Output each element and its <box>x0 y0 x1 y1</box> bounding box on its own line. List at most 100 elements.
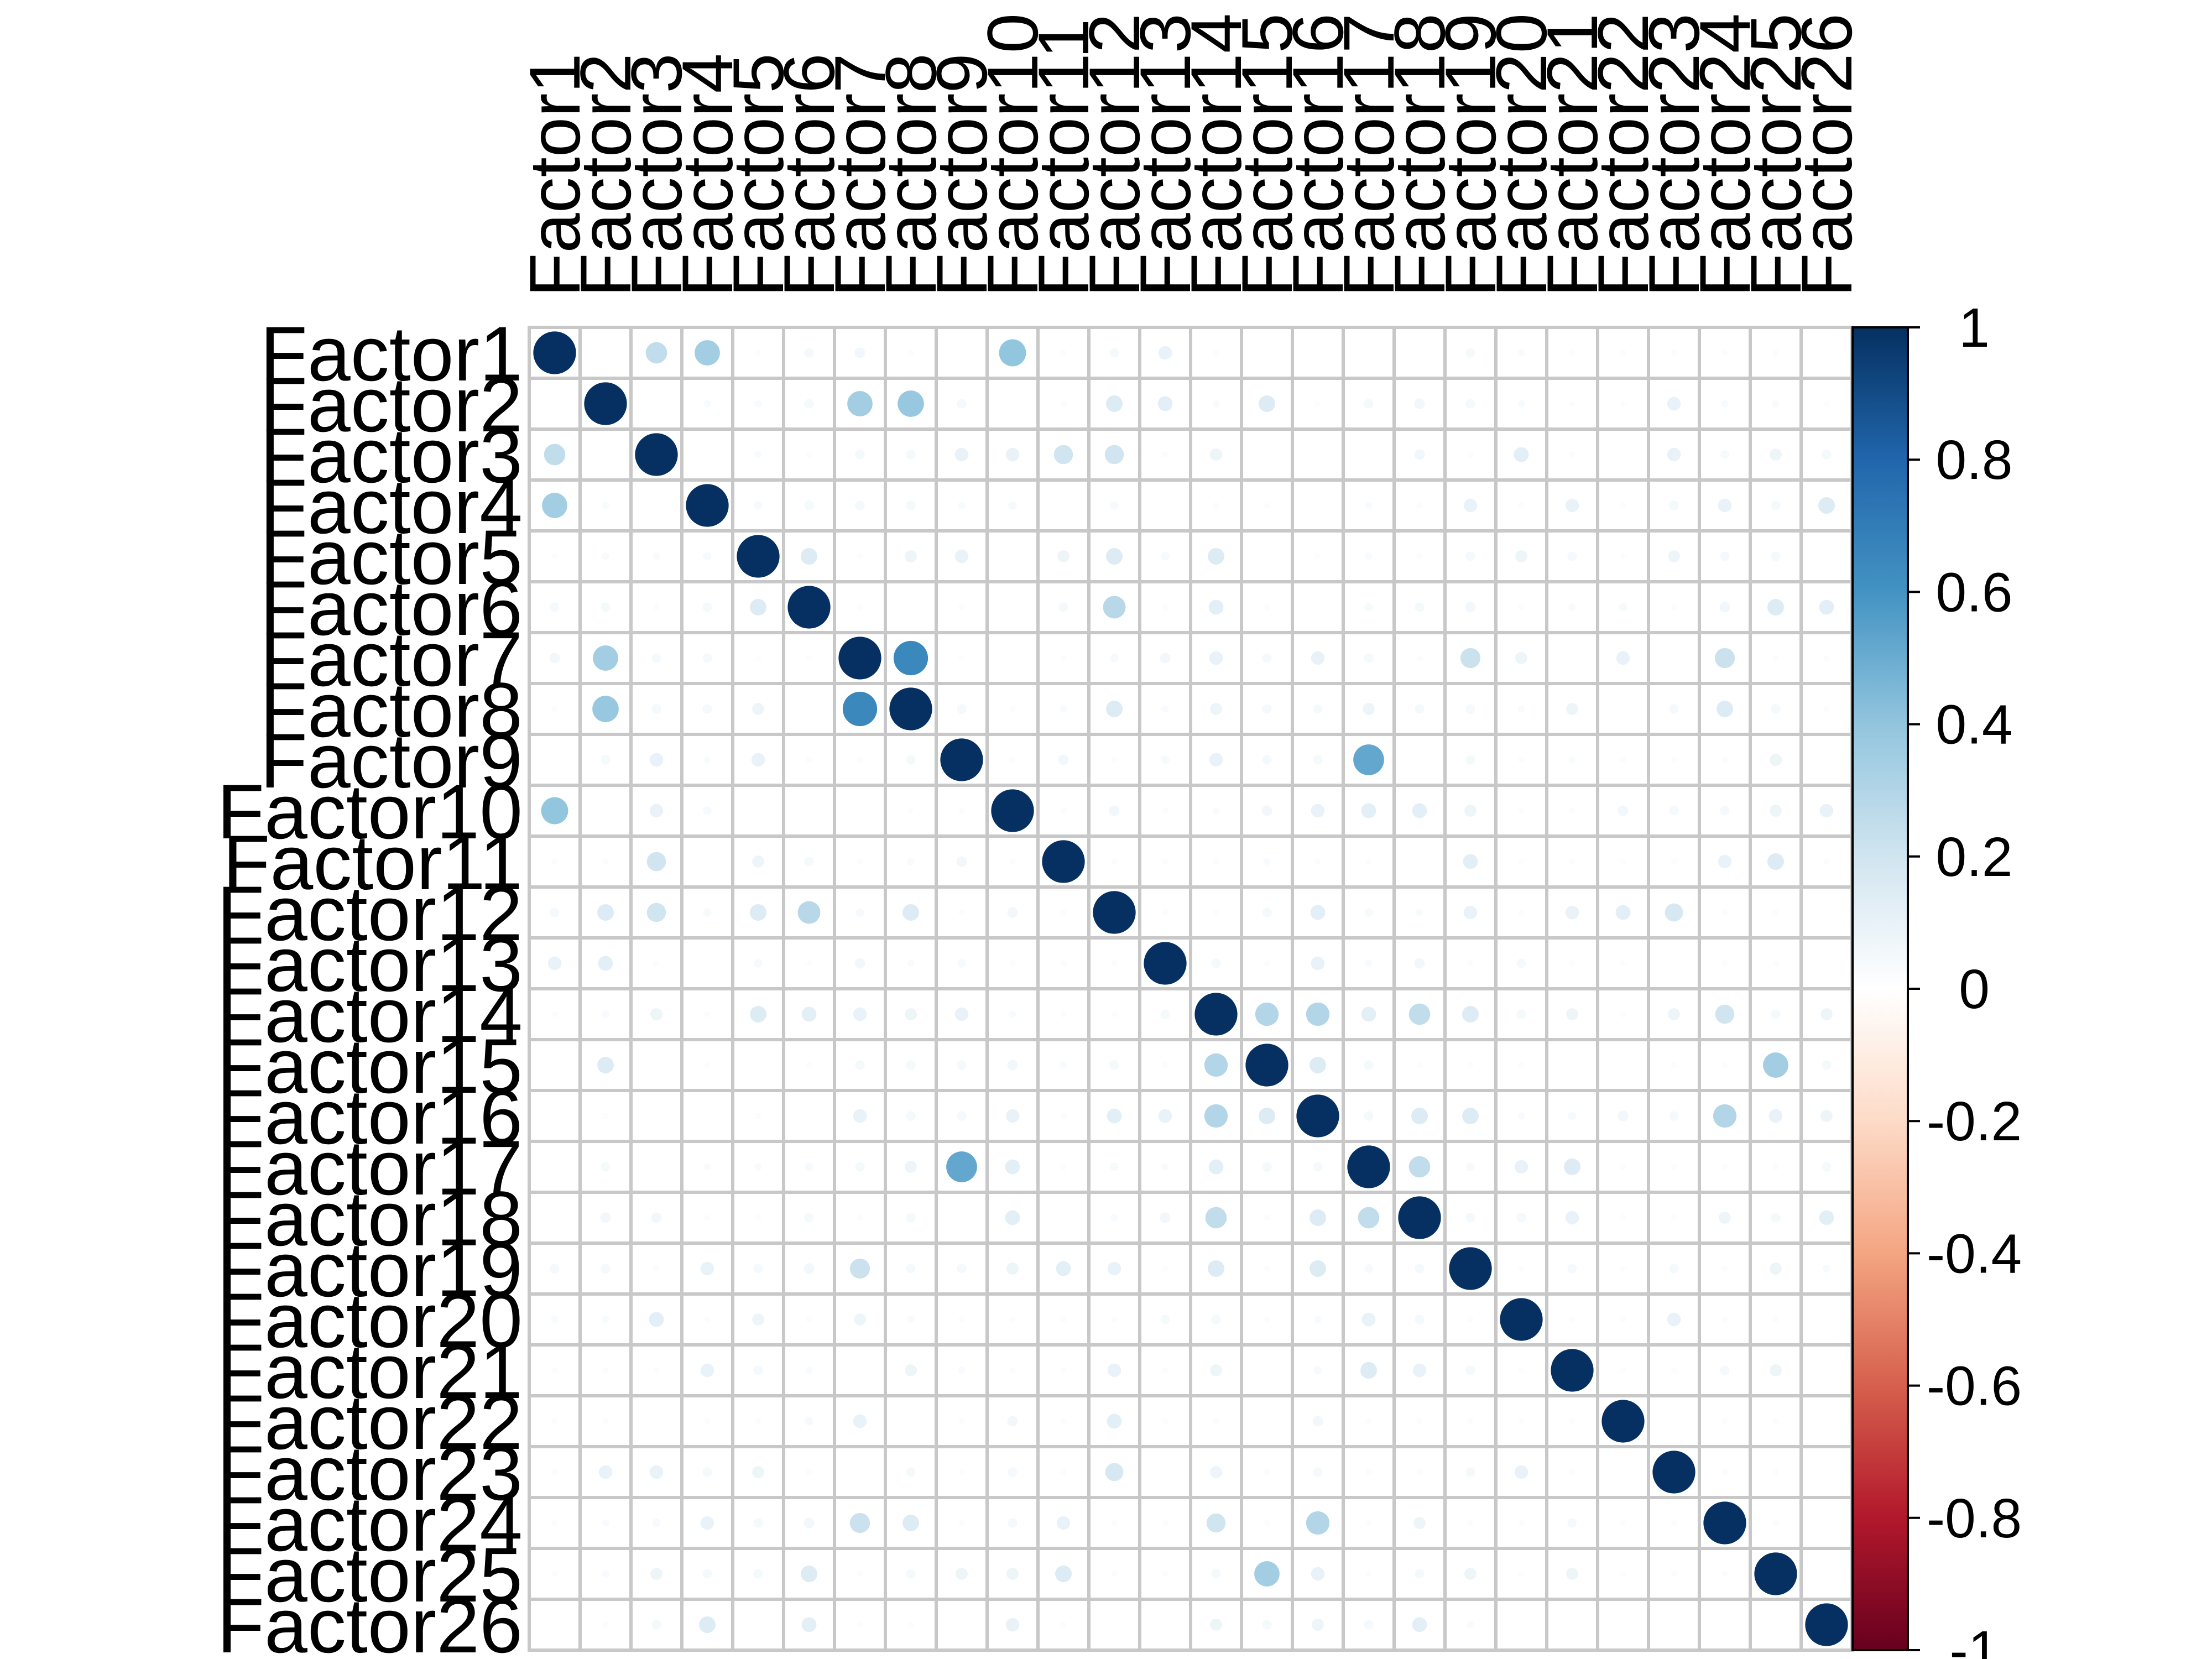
row-label: Factor5 <box>260 514 523 601</box>
correlation-circle <box>1009 1010 1016 1018</box>
correlation-circle <box>703 806 712 815</box>
correlation-circle <box>906 1060 916 1070</box>
correlation-circle <box>1567 1264 1577 1274</box>
matrix-cell <box>1596 682 1650 736</box>
correlation-circle <box>1516 958 1526 968</box>
matrix-cell <box>1698 1598 1752 1652</box>
correlation-circle <box>755 1418 761 1425</box>
matrix-cell <box>1647 326 1701 380</box>
correlation-circle <box>702 602 712 612</box>
correlation-circle <box>1671 757 1677 763</box>
correlation-circle <box>957 959 966 968</box>
correlation-circle <box>1568 603 1576 611</box>
correlation-circle <box>533 331 576 374</box>
matrix-cell <box>1545 1598 1599 1652</box>
correlation-circle <box>1005 1159 1020 1175</box>
correlation-circle <box>1162 909 1168 916</box>
correlation-circle <box>1518 1520 1525 1526</box>
correlation-circle <box>1620 400 1626 407</box>
correlation-circle <box>1414 958 1425 969</box>
matrix-cell <box>629 377 684 431</box>
correlation-circle <box>1204 1053 1228 1077</box>
column-label: Factor18 <box>1379 13 1460 297</box>
correlation-circle <box>1213 1418 1219 1425</box>
correlation-circle <box>1518 1418 1525 1425</box>
correlation-circle <box>1009 1316 1016 1323</box>
matrix-cell <box>1138 478 1192 533</box>
correlation-circle <box>954 549 969 564</box>
correlation-circle <box>1361 1006 1376 1022</box>
correlation-circle <box>551 1011 558 1018</box>
matrix-cell <box>935 326 989 380</box>
correlation-circle <box>703 400 711 408</box>
column-label: Factor1 <box>514 53 595 297</box>
correlation-circle <box>1056 1261 1071 1276</box>
correlation-circle <box>1314 858 1321 865</box>
correlation-circle <box>1767 599 1784 615</box>
correlation-circle <box>1652 1451 1695 1494</box>
correlation-circle <box>602 552 609 560</box>
correlation-circle <box>907 858 915 865</box>
column-label: Factor8 <box>870 53 951 297</box>
correlation-circle <box>1413 1517 1426 1529</box>
correlation-circle <box>954 1007 969 1021</box>
correlation-circle <box>551 1418 558 1425</box>
correlation-circle <box>1009 858 1016 865</box>
matrix-cell <box>1342 529 1396 583</box>
correlation-circle <box>1462 1006 1479 1022</box>
matrix-cell <box>1799 936 1854 990</box>
correlation-circle <box>804 1263 815 1274</box>
correlation-circle <box>958 909 965 916</box>
correlation-circle <box>1721 1164 1728 1170</box>
correlation-circle <box>592 696 619 722</box>
correlation-circle <box>957 1060 967 1070</box>
matrix-cell <box>1647 1394 1701 1448</box>
row-label: Factor15 <box>217 1022 523 1109</box>
correlation-circle <box>857 757 863 763</box>
matrix-cell <box>629 1089 684 1143</box>
column-label: Factor21 <box>1532 13 1613 297</box>
correlation-circle <box>805 1366 813 1374</box>
matrix-cell <box>1291 580 1345 634</box>
correlation-circle <box>1162 604 1168 611</box>
correlation-circle <box>1819 1210 1834 1225</box>
correlation-circle <box>602 858 609 865</box>
correlation-circle <box>907 1621 914 1628</box>
correlation-circle <box>907 1316 915 1323</box>
matrix-cell <box>1799 1445 1854 1499</box>
column-label: Factor16 <box>1277 13 1358 297</box>
correlation-circle <box>1314 400 1321 407</box>
correlation-circle <box>1415 704 1425 714</box>
correlation-circle <box>1721 960 1728 967</box>
correlation-circle <box>958 1520 965 1526</box>
correlation-circle <box>1111 757 1118 763</box>
correlation-circle <box>999 339 1026 367</box>
correlation-circle <box>806 757 812 763</box>
correlation-circle <box>907 959 915 967</box>
correlation-circle <box>801 548 817 565</box>
correlation-circle <box>1720 1365 1730 1375</box>
correlation-circle <box>1671 604 1677 611</box>
correlation-circle <box>602 1621 609 1628</box>
correlation-circle <box>1822 1162 1832 1172</box>
correlation-circle <box>1518 757 1525 763</box>
correlation-circle <box>649 1465 664 1479</box>
correlation-circle <box>1620 553 1626 560</box>
correlation-circle <box>1206 1513 1226 1533</box>
correlation-circle <box>1005 1210 1020 1225</box>
correlation-circle <box>646 852 666 872</box>
correlation-circle <box>1771 1213 1781 1223</box>
correlation-circle <box>1107 1363 1121 1378</box>
correlation-circle <box>1093 891 1136 934</box>
correlation-circle <box>1620 1011 1626 1018</box>
correlation-circle <box>1264 1265 1270 1272</box>
matrix-cell <box>629 1038 684 1092</box>
correlation-circle <box>1060 909 1067 916</box>
correlation-circle <box>1465 704 1475 714</box>
correlation-circle <box>957 1111 967 1121</box>
correlation-circle <box>1144 942 1187 985</box>
correlation-circle <box>752 855 764 868</box>
matrix-cell <box>528 1140 582 1194</box>
correlation-circle <box>1564 1159 1580 1175</box>
correlation-circle <box>1703 1501 1746 1545</box>
